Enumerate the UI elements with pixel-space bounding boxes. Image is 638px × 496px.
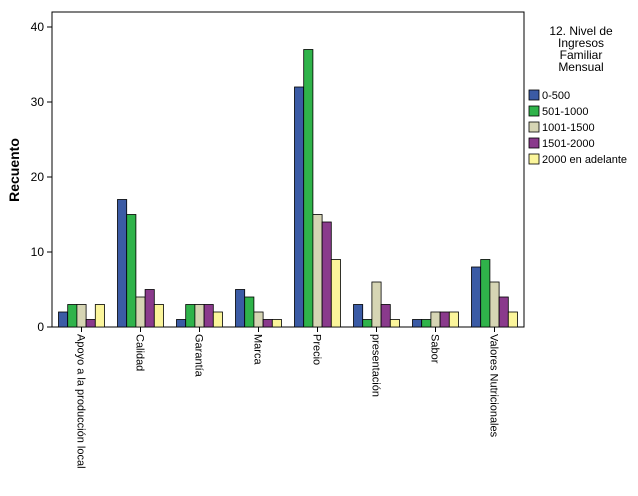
legend-swatch [528,137,540,149]
y-tick-label: 10 [31,245,45,259]
legend-swatch [528,121,540,133]
y-axis-label: Recuento [6,138,22,202]
bar [353,304,364,328]
x-tick-label: presentación [370,334,382,397]
bar [253,311,264,328]
bar [117,199,128,328]
legend-swatch [528,153,540,165]
legend-label: 1501-2000 [542,138,595,150]
bar [194,304,205,328]
bar [321,221,332,328]
x-tick-label: Garantía [193,334,205,378]
legend-label: 1001-1500 [542,122,595,134]
bars [58,49,518,328]
bar [76,304,87,328]
x-tick-label: Sabor [429,334,441,364]
bar [380,304,391,328]
bar [58,311,69,328]
bar [262,319,273,328]
x-tick-label: Valores Nutricionales [488,334,500,438]
bar [362,319,373,328]
bar [244,296,255,328]
bar [271,319,282,328]
bar [235,289,246,328]
bar [212,311,223,328]
legend-title: 12. Nivel de [549,24,613,38]
bar [85,319,96,328]
bar [421,319,432,328]
bar [507,311,518,328]
y-tick-label: 40 [31,20,45,34]
x-tick-label: Calidad [134,334,146,371]
legend-swatch [528,89,540,101]
bar [67,304,78,328]
bar [153,304,164,328]
legend-label: 501-1000 [542,106,589,118]
legend-swatch [528,105,540,117]
x-tick-label: Precio [311,334,323,365]
bar [448,311,459,328]
y-tick-label: 20 [31,170,45,184]
x-axis: Apoyo a la producción local Calidad Garant… [75,327,500,469]
x-tick-label: Marca [252,334,264,365]
bar [412,319,423,328]
legend-label: 2000 en adelante [542,154,627,166]
legend-label: 0-500 [542,90,570,102]
bar [489,281,500,328]
bar [312,214,323,328]
bar [480,259,491,328]
x-tick-label: Apoyo a la producción local [75,334,87,469]
bar [185,304,196,328]
y-tick-label: 0 [37,320,44,334]
bar [371,281,382,328]
bar [135,296,146,328]
bar [498,296,509,328]
bar [294,86,305,328]
bar [144,289,155,328]
bar [430,311,441,328]
bar [303,49,314,328]
legend-title: Ingresos [558,36,604,50]
bar [126,214,137,328]
bar [389,319,400,328]
bar [439,311,450,328]
bar [471,266,482,328]
bar [94,304,105,328]
y-axis: 0 10 20 30 40 [31,20,52,334]
bar [176,319,187,328]
legend-title: Familiar [560,48,603,62]
bar [203,304,214,328]
y-tick-label: 30 [31,95,45,109]
legend-title: Mensual [558,60,603,74]
bar [330,259,341,328]
